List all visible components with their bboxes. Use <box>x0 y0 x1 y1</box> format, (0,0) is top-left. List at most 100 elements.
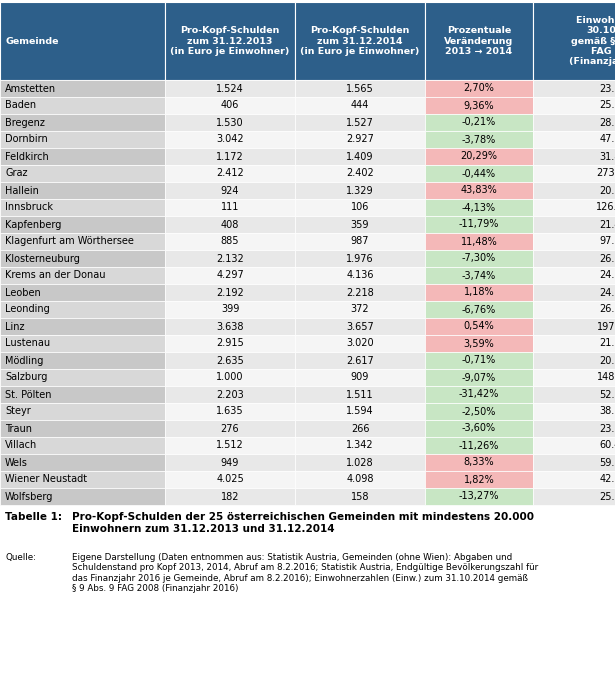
Text: 106: 106 <box>351 203 369 212</box>
Text: 4.297: 4.297 <box>216 271 244 280</box>
Bar <box>425 471 533 488</box>
Bar <box>533 114 615 131</box>
Text: 885: 885 <box>221 237 239 246</box>
Text: 273.906: 273.906 <box>597 168 615 179</box>
Text: Klosterneuburg: Klosterneuburg <box>5 253 80 264</box>
Bar <box>0 471 165 488</box>
Text: -3,74%: -3,74% <box>462 271 496 280</box>
Bar <box>295 131 425 148</box>
Text: 43,83%: 43,83% <box>461 185 498 196</box>
Bar <box>425 114 533 131</box>
Bar <box>165 199 295 216</box>
Text: Innsbruck: Innsbruck <box>5 203 53 212</box>
Bar <box>0 2 165 80</box>
Text: Feldkirch: Feldkirch <box>5 152 49 161</box>
Bar <box>533 420 615 437</box>
Text: Dornbirn: Dornbirn <box>5 134 48 145</box>
Text: 47.388: 47.388 <box>600 134 615 145</box>
Bar <box>425 403 533 420</box>
Bar <box>533 216 615 233</box>
Bar <box>533 301 615 318</box>
Bar <box>0 318 165 335</box>
Bar <box>425 97 533 114</box>
Bar <box>425 318 533 335</box>
Bar <box>0 148 165 165</box>
Text: -9,07%: -9,07% <box>462 372 496 383</box>
Text: 2.617: 2.617 <box>346 356 374 365</box>
Text: Hallein: Hallein <box>5 185 39 196</box>
Text: 1.512: 1.512 <box>216 441 244 450</box>
Text: -2,50%: -2,50% <box>462 406 496 417</box>
Bar <box>533 80 615 97</box>
Bar <box>533 318 615 335</box>
Text: 444: 444 <box>351 100 369 111</box>
Text: -31,42%: -31,42% <box>459 390 499 399</box>
Text: -3,78%: -3,78% <box>462 134 496 145</box>
Bar <box>165 335 295 352</box>
Bar <box>0 97 165 114</box>
Bar <box>0 182 165 199</box>
Bar <box>295 165 425 182</box>
Bar <box>165 386 295 403</box>
Bar <box>295 420 425 437</box>
Text: Wolfsberg: Wolfsberg <box>5 491 54 502</box>
Text: 24.097: 24.097 <box>600 271 615 280</box>
Bar <box>533 403 615 420</box>
Text: 3.020: 3.020 <box>346 338 374 349</box>
Bar <box>533 233 615 250</box>
Text: 24.697: 24.697 <box>600 287 615 298</box>
Text: Eigene Darstellung (Daten entnommen aus: Statistik Austria, Gemeinden (ohne Wien: Eigene Darstellung (Daten entnommen aus:… <box>72 553 538 593</box>
Bar <box>165 233 295 250</box>
Text: -13,27%: -13,27% <box>459 491 499 502</box>
Bar <box>0 233 165 250</box>
Text: Lustenau: Lustenau <box>5 338 50 349</box>
Text: Klagenfurt am Wörthersee: Klagenfurt am Wörthersee <box>5 237 134 246</box>
Bar <box>425 488 533 505</box>
Bar <box>533 250 615 267</box>
Text: 148.358: 148.358 <box>597 372 615 383</box>
Bar <box>295 233 425 250</box>
Bar <box>295 250 425 267</box>
Bar <box>533 454 615 471</box>
Text: 2.915: 2.915 <box>216 338 244 349</box>
Text: Villach: Villach <box>5 441 38 450</box>
Text: 1.172: 1.172 <box>216 152 244 161</box>
Text: 3.657: 3.657 <box>346 322 374 331</box>
Bar <box>295 114 425 131</box>
Text: Leoben: Leoben <box>5 287 41 298</box>
Text: 97.688: 97.688 <box>600 237 615 246</box>
Text: Einwohner zum
30.10.2014
gemäß § 9 Abs. 9
FAG 2008
(Finanzjahr 2016): Einwohner zum 30.10.2014 gemäß § 9 Abs. … <box>569 16 615 66</box>
Text: 111: 111 <box>221 203 239 212</box>
Text: 4.098: 4.098 <box>346 475 374 484</box>
Bar <box>425 386 533 403</box>
Text: 3.638: 3.638 <box>216 322 244 331</box>
Text: 60.489: 60.489 <box>600 441 615 450</box>
Bar <box>165 352 295 369</box>
Bar <box>0 386 165 403</box>
Text: 8,33%: 8,33% <box>464 457 494 468</box>
Bar <box>165 114 295 131</box>
Text: 924: 924 <box>221 185 239 196</box>
Bar <box>533 97 615 114</box>
Text: 28.743: 28.743 <box>600 118 615 127</box>
Text: 1.527: 1.527 <box>346 118 374 127</box>
Bar <box>295 488 425 505</box>
Bar <box>295 454 425 471</box>
Text: Mödling: Mödling <box>5 356 44 365</box>
Bar <box>0 335 165 352</box>
Text: 2.132: 2.132 <box>216 253 244 264</box>
Bar <box>533 165 615 182</box>
Bar <box>533 2 615 80</box>
Bar <box>0 114 165 131</box>
Bar <box>0 369 165 386</box>
Bar <box>533 148 615 165</box>
Text: Krems an der Donau: Krems an der Donau <box>5 271 106 280</box>
Text: 1.409: 1.409 <box>346 152 374 161</box>
Bar <box>165 267 295 284</box>
Bar <box>425 284 533 301</box>
Text: 21.896: 21.896 <box>600 338 615 349</box>
Bar <box>0 199 165 216</box>
Bar <box>0 352 165 369</box>
Bar <box>165 80 295 97</box>
Bar <box>295 80 425 97</box>
